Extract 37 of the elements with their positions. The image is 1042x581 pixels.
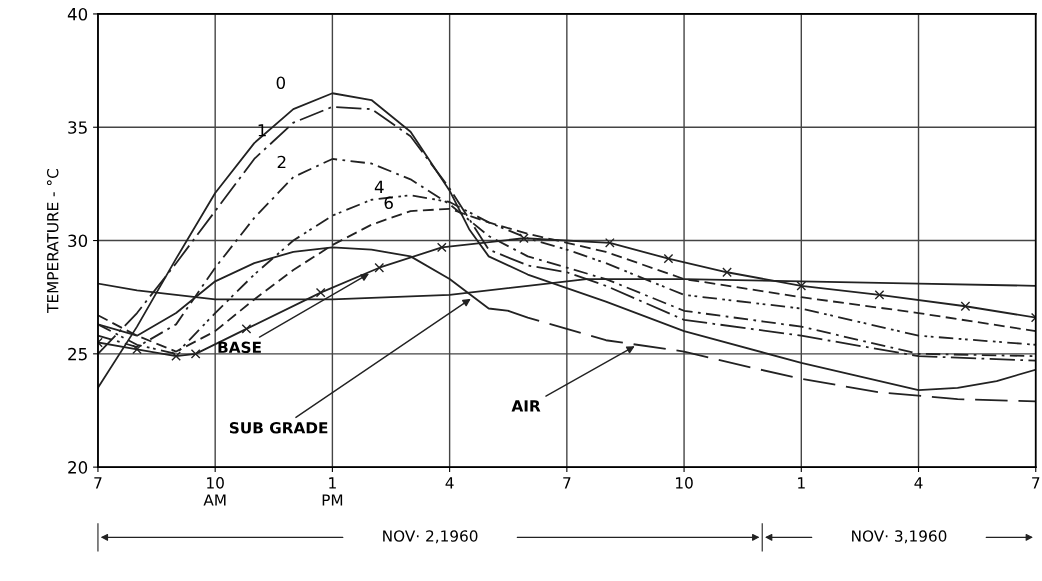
annotation: 2 (277, 155, 286, 169)
point (663, 253, 674, 264)
point (315, 287, 326, 298)
x-tick-label: 10 AM (203, 477, 226, 506)
y-tick-label: 25 (68, 347, 87, 361)
x-tick-label: 7 (94, 477, 102, 489)
point (519, 233, 529, 244)
y-axis-title: TEMPERATURE - °C (46, 169, 59, 313)
y-tick-label: 30 (68, 234, 88, 248)
x-tick-label: 10 (676, 477, 693, 489)
point (604, 237, 615, 248)
annotation: SUB GRADE (229, 422, 328, 434)
point (132, 344, 142, 355)
y-tick-label: 20 (68, 461, 88, 474)
annotation: 4 (374, 180, 384, 194)
point (171, 351, 181, 361)
point (374, 262, 385, 273)
y-tick-label: 40 (67, 7, 88, 21)
point (874, 290, 885, 300)
point (190, 348, 201, 359)
x-tick-label: 1 PM (322, 477, 343, 506)
annotation: AIR (511, 400, 541, 412)
point (960, 301, 971, 312)
x-tick-label: 7 (1032, 477, 1040, 489)
x-tick-label: 7 (563, 477, 571, 489)
x-tick-label: 4 (445, 477, 454, 489)
point (436, 242, 447, 253)
annotation: BASE (218, 341, 261, 354)
text: NOV· 3,1960 (852, 530, 947, 544)
y-tick-label: 35 (68, 121, 87, 134)
x-tick-label: 1 (798, 477, 805, 489)
text: NOV· 2,1960 (383, 530, 478, 544)
point (722, 267, 732, 278)
annotation: 0 (276, 76, 286, 90)
x-tick-label: 4 (914, 477, 923, 489)
annotation: 6 (384, 196, 393, 210)
point (241, 324, 252, 334)
